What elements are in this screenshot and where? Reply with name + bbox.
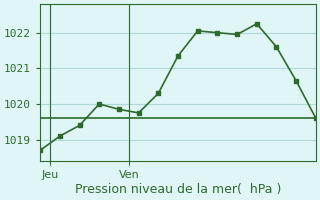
X-axis label: Pression niveau de la mer(  hPa ): Pression niveau de la mer( hPa ) xyxy=(75,183,281,196)
